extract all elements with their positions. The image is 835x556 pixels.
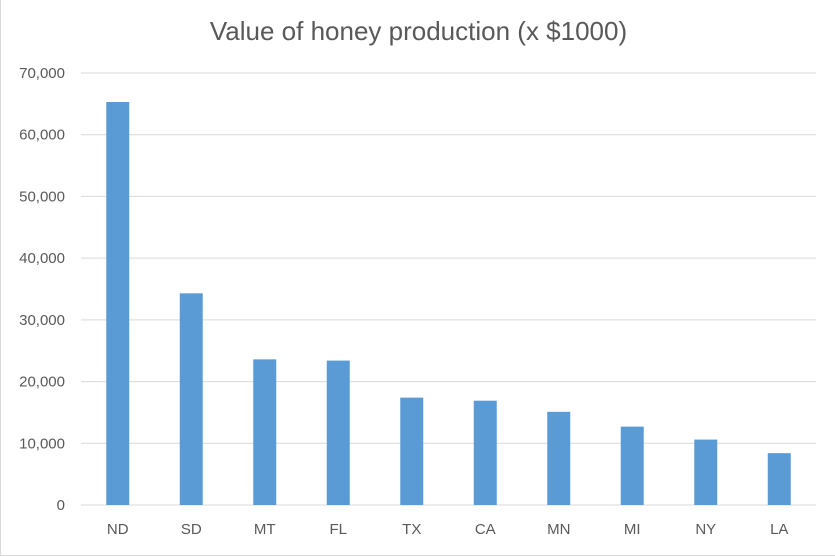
y-tick-label: 70,000 [19, 65, 65, 82]
bar-tx [400, 397, 424, 505]
x-tick-label: MN [547, 521, 570, 538]
y-tick-label: 10,000 [19, 435, 65, 452]
bar-la [767, 453, 791, 505]
chart-title: Value of honey production (x $1000) [209, 16, 628, 46]
bar-sd [179, 293, 203, 505]
y-tick-label: 60,000 [19, 127, 65, 144]
y-tick-label: 0 [57, 497, 65, 514]
x-tick-label: NY [695, 521, 716, 538]
x-tick-label: LA [770, 521, 788, 538]
y-tick-label: 30,000 [19, 312, 65, 329]
x-tick-label: FL [329, 521, 347, 538]
x-tick-label: MI [624, 521, 641, 538]
bar-mt [253, 359, 277, 505]
bar-mi [620, 426, 644, 505]
x-tick-label: SD [181, 521, 202, 538]
x-tick-label: ND [107, 521, 129, 538]
bar-nd [106, 102, 130, 506]
gridlines [81, 72, 816, 506]
bar-fl [326, 360, 350, 505]
bar-mn [547, 411, 571, 505]
bar-ca [473, 400, 497, 505]
bar-ny [694, 439, 718, 505]
x-tick-label: TX [402, 521, 421, 538]
x-tick-label: MT [254, 521, 276, 538]
y-tick-label: 20,000 [19, 374, 65, 391]
y-axis-tick-labels: 0 10,000 20,000 30,000 40,000 50,000 60,000 70,… [19, 65, 65, 514]
x-tick-label: CA [475, 521, 496, 538]
bars [106, 102, 791, 506]
y-tick-label: 50,000 [19, 188, 65, 205]
y-tick-label: 40,000 [19, 250, 65, 267]
x-axis-tick-labels: ND SD MT FL TX CA MN MI NY LA [107, 521, 789, 538]
